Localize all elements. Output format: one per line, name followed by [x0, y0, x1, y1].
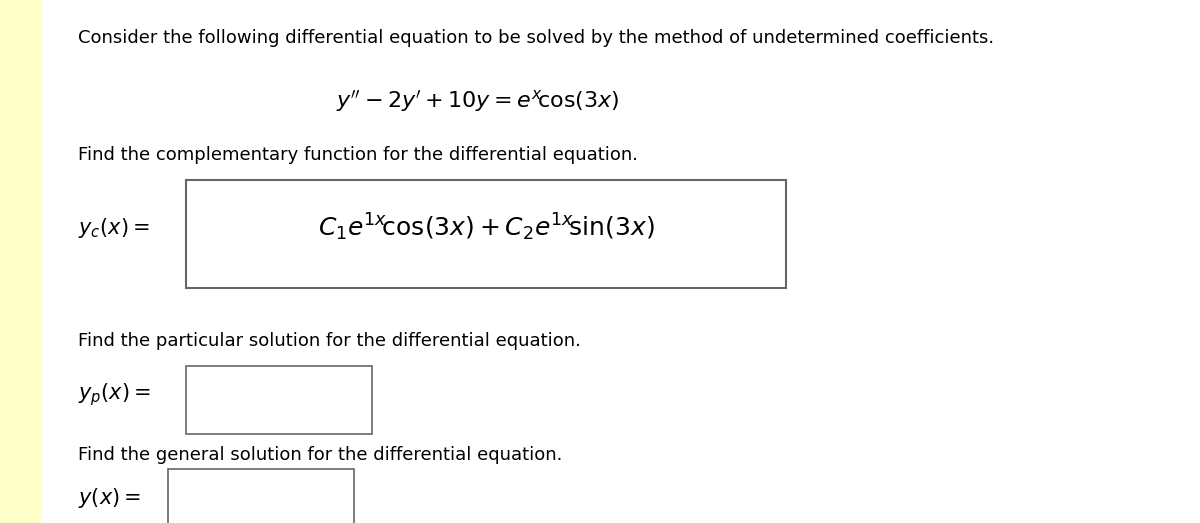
Text: Find the particular solution for the differential equation.: Find the particular solution for the dif…: [78, 332, 581, 350]
Bar: [186, 366, 372, 434]
Text: $y(x) =$: $y(x) =$: [78, 486, 140, 510]
Text: Find the complementary function for the differential equation.: Find the complementary function for the …: [78, 146, 638, 164]
Text: Consider the following differential equation to be solved by the method of undet: Consider the following differential equa…: [78, 29, 994, 47]
Text: $y_c(x) =$: $y_c(x) =$: [78, 215, 150, 240]
Bar: [168, 469, 354, 523]
Text: $C_1e^{1x}\!\cos(3x) + C_2e^{1x}\!\sin(3x)$: $C_1e^{1x}\!\cos(3x) + C_2e^{1x}\!\sin(3…: [318, 212, 654, 243]
Bar: [186, 180, 786, 288]
Text: $y'' - 2y' + 10y = e^x\!\cos(3x)$: $y'' - 2y' + 10y = e^x\!\cos(3x)$: [336, 89, 619, 115]
Text: Find the general solution for the differential equation.: Find the general solution for the differ…: [78, 446, 563, 463]
Text: $y_p(x) =$: $y_p(x) =$: [78, 381, 151, 408]
